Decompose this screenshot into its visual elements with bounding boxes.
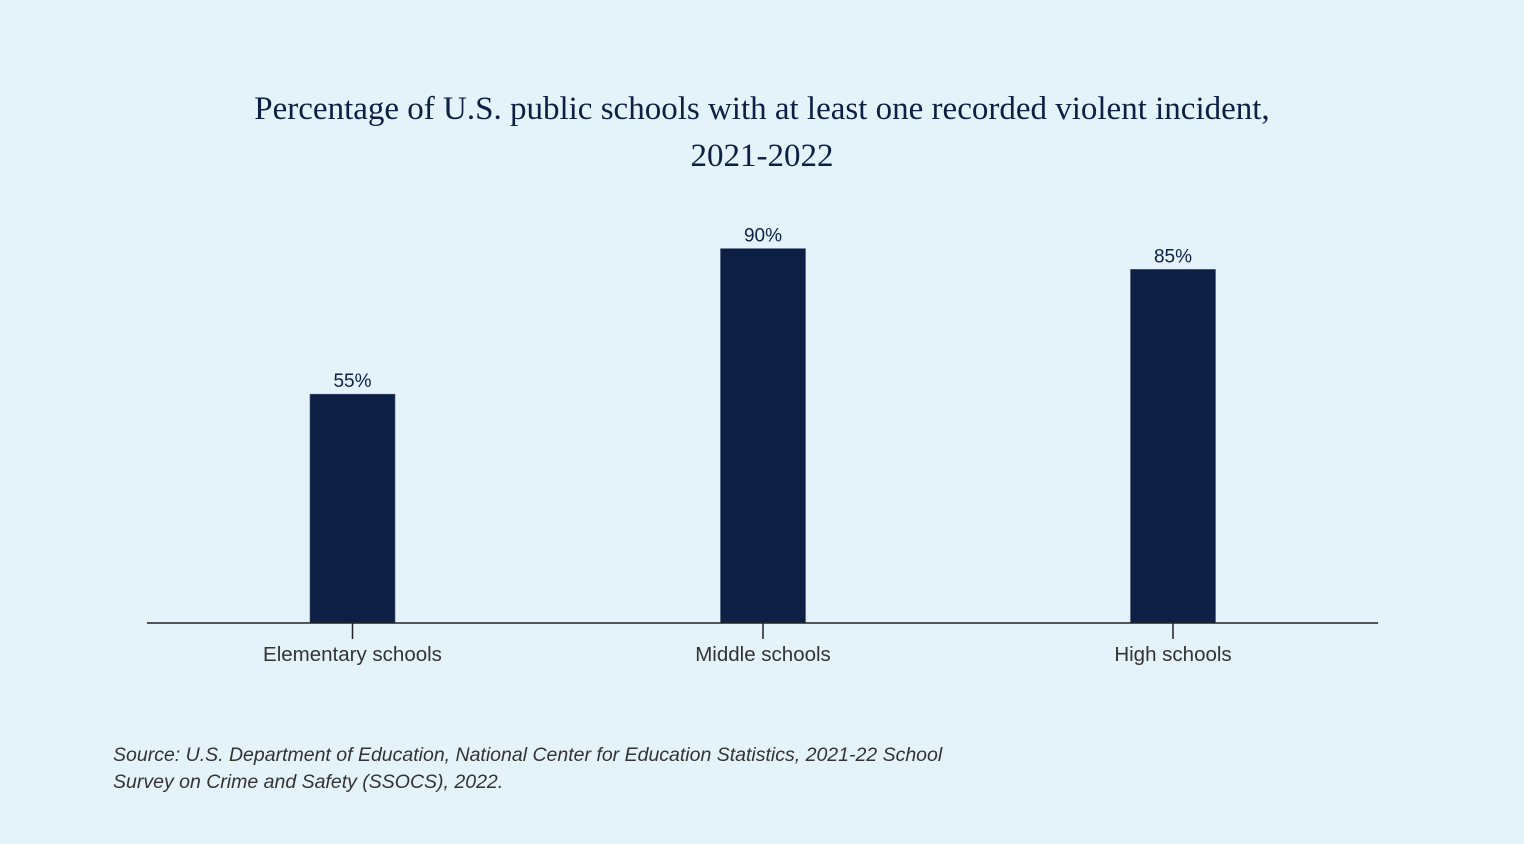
- data-label-0: 55%: [333, 371, 371, 392]
- source-note: Source: U.S. Department of Education, Na…: [113, 742, 1073, 796]
- bar-0: [309, 393, 396, 624]
- data-label-2: 85%: [1154, 246, 1192, 267]
- data-label-1: 90%: [744, 226, 782, 247]
- x-tick-label-0: Elementary schools: [263, 643, 442, 666]
- bar-1: [720, 248, 806, 624]
- chart-title-line-1: Percentage of U.S. public schools with a…: [254, 91, 1270, 127]
- x-tick-label-2: High schools: [1114, 643, 1231, 666]
- x-tick-label-1: Middle schools: [695, 643, 831, 666]
- source-line-2: Survey on Crime and Safety (SSOCS), 2022…: [113, 771, 504, 793]
- bar-2: [1130, 269, 1216, 624]
- chart-title: Percentage of U.S. public schools with a…: [0, 86, 1524, 180]
- source-line-1: Source: U.S. Department of Education, Na…: [113, 744, 943, 766]
- chart-title-line-2: 2021-2022: [690, 138, 834, 174]
